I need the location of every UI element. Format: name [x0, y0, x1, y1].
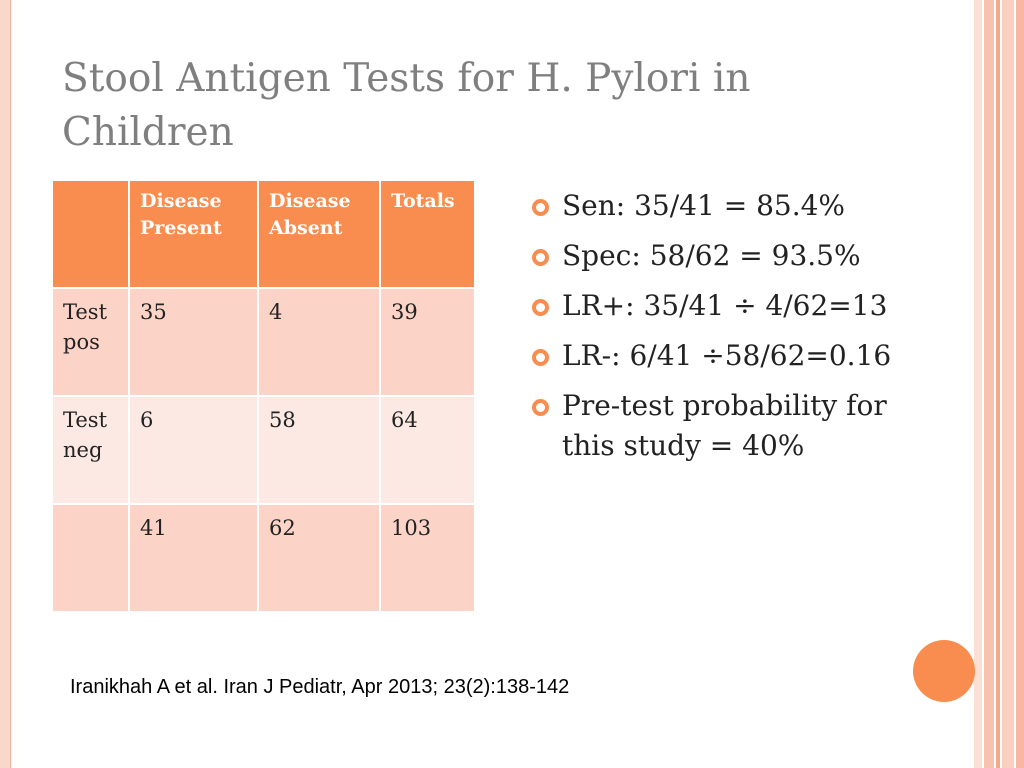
bullet-circle-icon	[532, 199, 549, 216]
table-cell: 64	[379, 395, 476, 505]
table-cell: 39	[379, 287, 476, 397]
table-row: Test pos 35 4 39	[51, 287, 476, 397]
slide-title: Stool Antigen Tests for H. Pylori in Chi…	[62, 56, 751, 155]
bullet-list: Sen: 35/41 = 85.4% Spec: 58/62 = 93.5% L…	[530, 186, 910, 476]
bullet-item: Sen: 35/41 = 85.4%	[530, 186, 910, 226]
bullet-circle-icon	[532, 399, 549, 416]
bullet-text: Pre-test probability for this study = 40…	[562, 389, 887, 462]
table-cell: 103	[379, 503, 476, 613]
bullet-text: Spec: 58/62 = 93.5%	[562, 239, 861, 272]
bullet-item: LR+: 35/41 ÷ 4/62=13	[530, 286, 910, 326]
table-header-row: Disease Present Disease Absent Totals	[51, 179, 476, 289]
row-label-cell: Test neg	[51, 395, 130, 505]
bullet-circle-icon	[532, 349, 549, 366]
table-cell: 41	[128, 503, 259, 613]
bullet-text: Sen: 35/41 = 85.4%	[562, 189, 846, 222]
bullet-item: Pre-test probability for this study = 40…	[530, 386, 910, 466]
table-row: Test neg 6 58 64	[51, 395, 476, 505]
bullet-item: Spec: 58/62 = 93.5%	[530, 236, 910, 276]
table-cell: 58	[257, 395, 381, 505]
bullet-text: LR-: 6/41 ÷58/62=0.16	[562, 339, 892, 372]
row-label-cell: Test pos	[51, 287, 130, 397]
header-cell: Disease Present	[128, 179, 259, 289]
citation: Iranikhah A et al. Iran J Pediatr, Apr 2…	[70, 676, 570, 698]
contingency-table: Disease Present Disease Absent Totals Te…	[51, 179, 476, 613]
left-border-decoration	[0, 0, 11, 768]
bullet-circle-icon	[532, 249, 549, 266]
right-stripes-decoration	[974, 0, 1024, 768]
table-cell: 62	[257, 503, 381, 613]
header-cell: Disease Absent	[257, 179, 381, 289]
bullet-text: LR+: 35/41 ÷ 4/62=13	[562, 289, 888, 322]
decorative-circle	[913, 640, 975, 702]
row-label-cell	[51, 503, 130, 613]
table-cell: 35	[128, 287, 259, 397]
table-cell: 4	[257, 287, 381, 397]
table-row: 41 62 103	[51, 503, 476, 613]
table-cell: 6	[128, 395, 259, 505]
bullet-item: LR-: 6/41 ÷58/62=0.16	[530, 336, 910, 376]
header-cell: Totals	[379, 179, 476, 289]
header-cell	[51, 179, 130, 289]
bullet-circle-icon	[532, 299, 549, 316]
